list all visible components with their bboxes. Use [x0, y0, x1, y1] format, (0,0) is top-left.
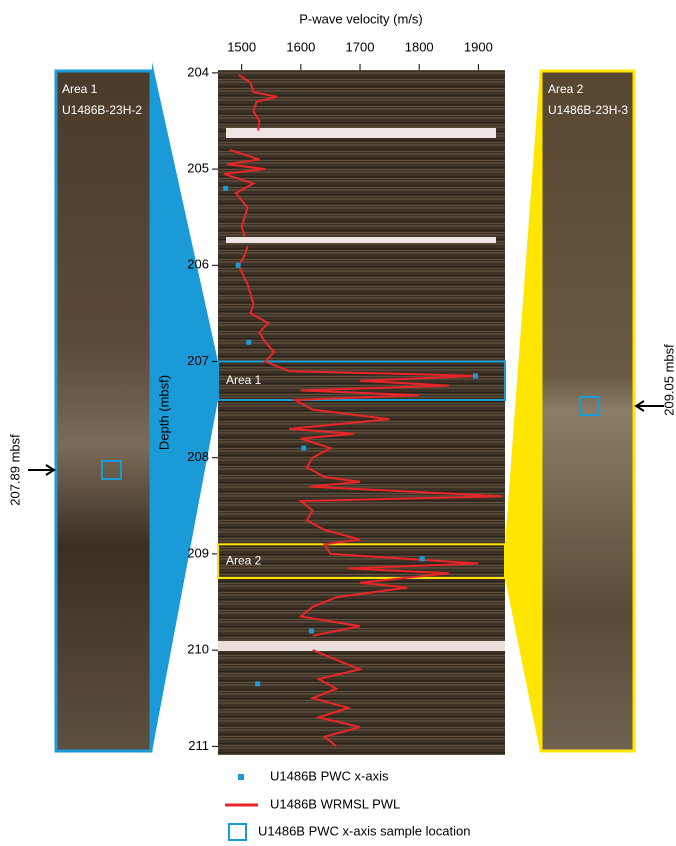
x-tick-label: 1800 — [405, 39, 434, 54]
right-core-panel — [541, 71, 634, 751]
panel-section-label: U1486B-23H-3 — [548, 103, 628, 117]
x-tick-label: 1700 — [346, 39, 375, 54]
pwc-point — [223, 186, 228, 191]
legend-swatch — [229, 824, 246, 840]
legend-label: U1486B WRMSL PWL — [270, 796, 400, 811]
legend-label: U1486B PWC x-axis — [270, 768, 389, 783]
figure: Area 1 U1486B-23H-2 Area 2 U1486B-23H-3 207.… — [0, 0, 676, 846]
area-label: Area 1 — [226, 373, 262, 387]
panel-section-label: U1486B-23H-2 — [62, 103, 142, 117]
legend-swatch — [238, 774, 244, 780]
arrow — [28, 465, 54, 475]
sample-depth-label: 207.89 mbsf — [7, 434, 22, 506]
x-axis-title: P-wave velocity (m/s) — [299, 11, 423, 26]
pwc-point — [236, 263, 241, 268]
y-tick-label: 210 — [187, 642, 209, 657]
pwc-point — [301, 446, 306, 451]
x-tick-label: 1600 — [286, 39, 315, 54]
legend-label: U1486B PWC x-axis sample location — [258, 823, 470, 838]
sample-depth-label: 209.05 mbsf — [661, 344, 676, 416]
area-taper — [505, 70, 540, 752]
pwc-point — [309, 628, 314, 633]
y-tick-label: 209 — [187, 545, 209, 560]
arrow — [636, 401, 664, 411]
core-image — [218, 70, 505, 755]
y-axis-title: Depth (mbsf) — [156, 375, 171, 450]
y-tick-label: 211 — [188, 738, 209, 753]
left-core-panel — [56, 71, 151, 751]
x-tick-label: 1500 — [227, 39, 256, 54]
panel-area-label: Area 2 — [548, 82, 584, 96]
pwc-point — [420, 556, 425, 561]
y-tick-label: 208 — [187, 449, 209, 464]
pwc-point — [246, 340, 251, 345]
panel-area-label: Area 1 — [62, 82, 98, 96]
x-tick-label: 1900 — [464, 39, 493, 54]
y-tick-label: 205 — [187, 161, 209, 176]
y-tick-label: 206 — [187, 257, 209, 272]
y-tick-label: 207 — [187, 353, 209, 368]
pwc-point — [473, 373, 478, 378]
y-tick-label: 204 — [187, 64, 209, 79]
pwc-point — [255, 681, 260, 686]
area-label: Area 2 — [226, 553, 262, 567]
